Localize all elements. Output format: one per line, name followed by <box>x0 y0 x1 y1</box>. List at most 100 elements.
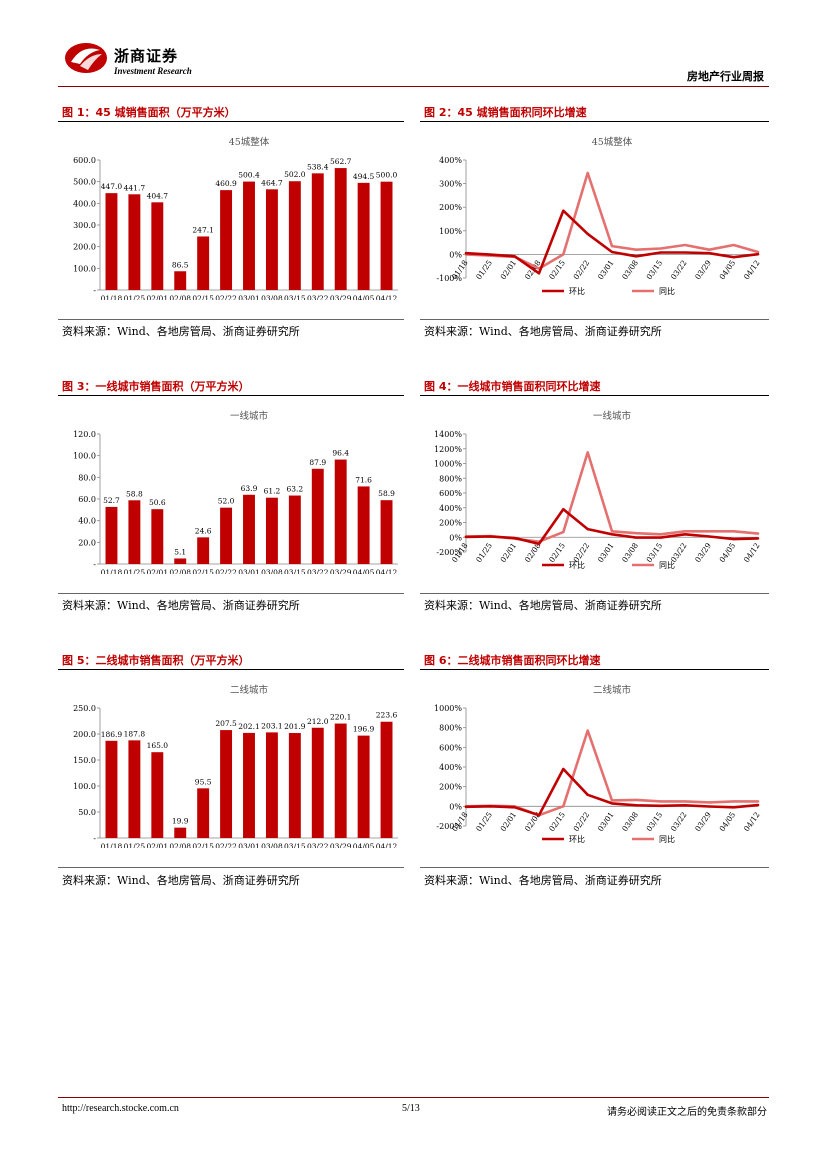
footer-url[interactable]: http://research.stocke.com.cn <box>62 1103 179 1114</box>
data-point <box>756 250 760 254</box>
bar <box>380 500 393 564</box>
y-tick-label: 1400% <box>434 430 462 439</box>
data-point <box>732 243 735 247</box>
bar <box>288 495 301 564</box>
data-point <box>659 800 662 803</box>
x-tick-label: 04/12 <box>742 258 762 281</box>
bar-value-label: 95.5 <box>195 777 212 786</box>
bar-value-label: 87.9 <box>309 458 326 467</box>
bar <box>174 827 187 838</box>
figure-4-bottom-rule <box>420 593 769 594</box>
data-point <box>732 530 735 533</box>
x-tick-label: 01/18 <box>101 568 123 574</box>
bar-value-label: 538.4 <box>307 162 329 171</box>
y-tick-label: 40.0 <box>78 517 96 526</box>
y-tick-label: 800% <box>439 724 462 733</box>
figure-6-bottom-rule <box>420 867 769 868</box>
bar <box>128 500 141 564</box>
x-tick-label: 02/15 <box>192 294 214 300</box>
bar-value-label: 441.7 <box>124 183 146 192</box>
y-tick-label: 1200% <box>434 445 462 454</box>
data-point <box>659 804 662 807</box>
x-tick-label: 03/08 <box>620 258 640 281</box>
data-point <box>586 232 589 235</box>
data-point <box>635 255 638 258</box>
x-tick-label: 04/12 <box>742 541 762 564</box>
x-tick-label: 03/22 <box>669 258 689 281</box>
x-tick-label: 03/15 <box>645 258 665 281</box>
header-divider <box>58 86 769 87</box>
bar-value-label: 5.1 <box>174 547 186 556</box>
bar <box>311 727 324 838</box>
data-point <box>708 805 711 808</box>
bar <box>105 740 118 838</box>
y-tick-label: 100.0 <box>73 264 96 273</box>
data-point <box>610 533 614 536</box>
y-tick-label: 400% <box>439 504 462 513</box>
bar <box>174 558 187 564</box>
y-tick-label: 0% <box>449 250 462 259</box>
chart-title: 45城整体 <box>229 136 270 148</box>
data-point <box>513 255 516 258</box>
y-tick-label: 0% <box>449 533 462 542</box>
data-point <box>562 508 565 511</box>
data-point <box>489 535 492 538</box>
bar <box>243 181 255 290</box>
x-tick-label: 04/05 <box>353 842 375 848</box>
figure-2-source: 资料来源：Wind、各地房管局、浙商证券研究所 <box>424 325 662 338</box>
x-tick-label: 03/15 <box>645 810 665 833</box>
data-point <box>562 209 565 212</box>
figure-1-chart: 45城整体 - 100.0 200.0 300.0 400.0 500.0 600.0 447.… <box>73 136 398 300</box>
bar-value-label: 404.7 <box>147 191 169 200</box>
x-tick-label: 04/12 <box>376 568 398 574</box>
bar <box>243 732 255 838</box>
bar-value-label: 212.0 <box>307 717 329 726</box>
data-point <box>635 536 638 539</box>
x-tick-label: 03/01 <box>596 541 616 564</box>
x-tick-label: 02/01 <box>146 568 168 574</box>
y-tick-label: 1000% <box>434 704 462 713</box>
series-line-tb <box>464 451 760 543</box>
data-point <box>513 806 516 809</box>
chart-title: 二线城市 <box>230 684 269 696</box>
data-point <box>683 800 687 803</box>
bar <box>128 194 141 290</box>
data-point <box>586 171 589 175</box>
data-point <box>537 272 541 275</box>
data-point <box>756 253 760 256</box>
bar <box>380 721 393 838</box>
x-tick-label: 03/22 <box>669 810 689 833</box>
footer-divider <box>58 1097 769 1098</box>
x-tick-label: 03/29 <box>330 568 352 574</box>
bar <box>243 494 255 564</box>
data-point <box>708 252 711 255</box>
footer-disclaimer: 请务必阅读正文之后的免责条款部分 <box>607 1107 767 1118</box>
bar-value-label: 502.0 <box>284 170 306 179</box>
x-tick-label: 02/22 <box>215 568 237 574</box>
data-point <box>513 536 516 540</box>
figure-2-title: 图 2：45 城销售面积同环比增速 <box>424 106 587 119</box>
bar <box>151 202 164 290</box>
x-tick-label: 04/12 <box>376 294 398 300</box>
data-point <box>756 532 760 535</box>
data-point <box>464 535 468 538</box>
data-point <box>732 800 735 803</box>
data-point <box>562 767 565 771</box>
y-tick-label: 400% <box>439 156 462 165</box>
x-tick-label: 01/25 <box>474 810 494 833</box>
y-tick-label: 1000% <box>434 460 462 469</box>
x-tick-label: 02/15 <box>547 541 567 564</box>
y-tick-label: 300% <box>439 180 462 189</box>
x-tick-label: 03/01 <box>238 568 260 574</box>
data-point <box>683 243 687 247</box>
legend-label: 环比 <box>569 286 585 296</box>
y-tick-label: 600.0 <box>73 156 96 165</box>
y-tick-label: 400% <box>439 763 462 772</box>
series-line-hb <box>464 507 760 546</box>
y-tick-label: 400.0 <box>73 199 96 208</box>
bar-value-label: 203.1 <box>261 721 282 730</box>
bar <box>128 740 141 838</box>
x-tick-label: 02/15 <box>192 568 214 574</box>
chart-title: 一线城市 <box>593 410 632 422</box>
x-tick-label: 03/22 <box>307 294 329 300</box>
